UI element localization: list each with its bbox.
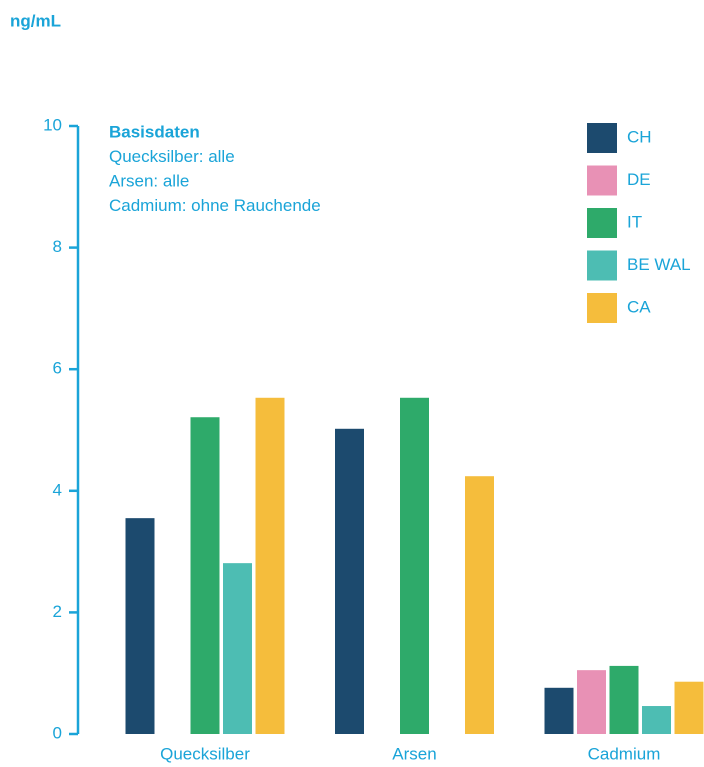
bar [465,476,494,734]
annotation: Cadmium: ohne Rauchende [109,196,321,215]
y-tick-label: 6 [53,359,62,378]
legend-label: CH [627,127,652,146]
y-tick-label: 4 [53,480,62,499]
legend-swatch [587,293,617,323]
legend-swatch [587,123,617,153]
y-tick-label: 8 [53,237,62,256]
bar [190,417,220,734]
bar [223,563,252,734]
bar [255,397,285,734]
legend-label: DE [627,170,651,189]
bar [577,670,606,734]
bar [544,687,574,734]
bar [400,397,429,734]
y-axis-label: ng/mL [10,11,61,30]
x-tick-label: Quecksilber [160,744,250,763]
y-tick-label: 10 [43,115,62,134]
bar [335,428,364,734]
legend-swatch [587,208,617,238]
bar [642,706,671,734]
legend-label: BE WAL [627,255,691,274]
legend-label: IT [627,212,642,231]
legend-label: CA [627,297,651,316]
x-tick-label: Cadmium [588,744,661,763]
annotation: Basisdaten [109,122,200,141]
legend-swatch [587,165,617,196]
bar [674,681,704,734]
bar [609,665,639,734]
annotation: Arsen: alle [109,171,189,190]
y-tick-label: 2 [53,602,62,621]
annotation: Quecksilber: alle [109,147,235,166]
bar [125,518,155,734]
y-tick-label: 0 [53,723,62,742]
x-tick-label: Arsen [392,744,436,763]
legend-swatch [587,250,617,281]
